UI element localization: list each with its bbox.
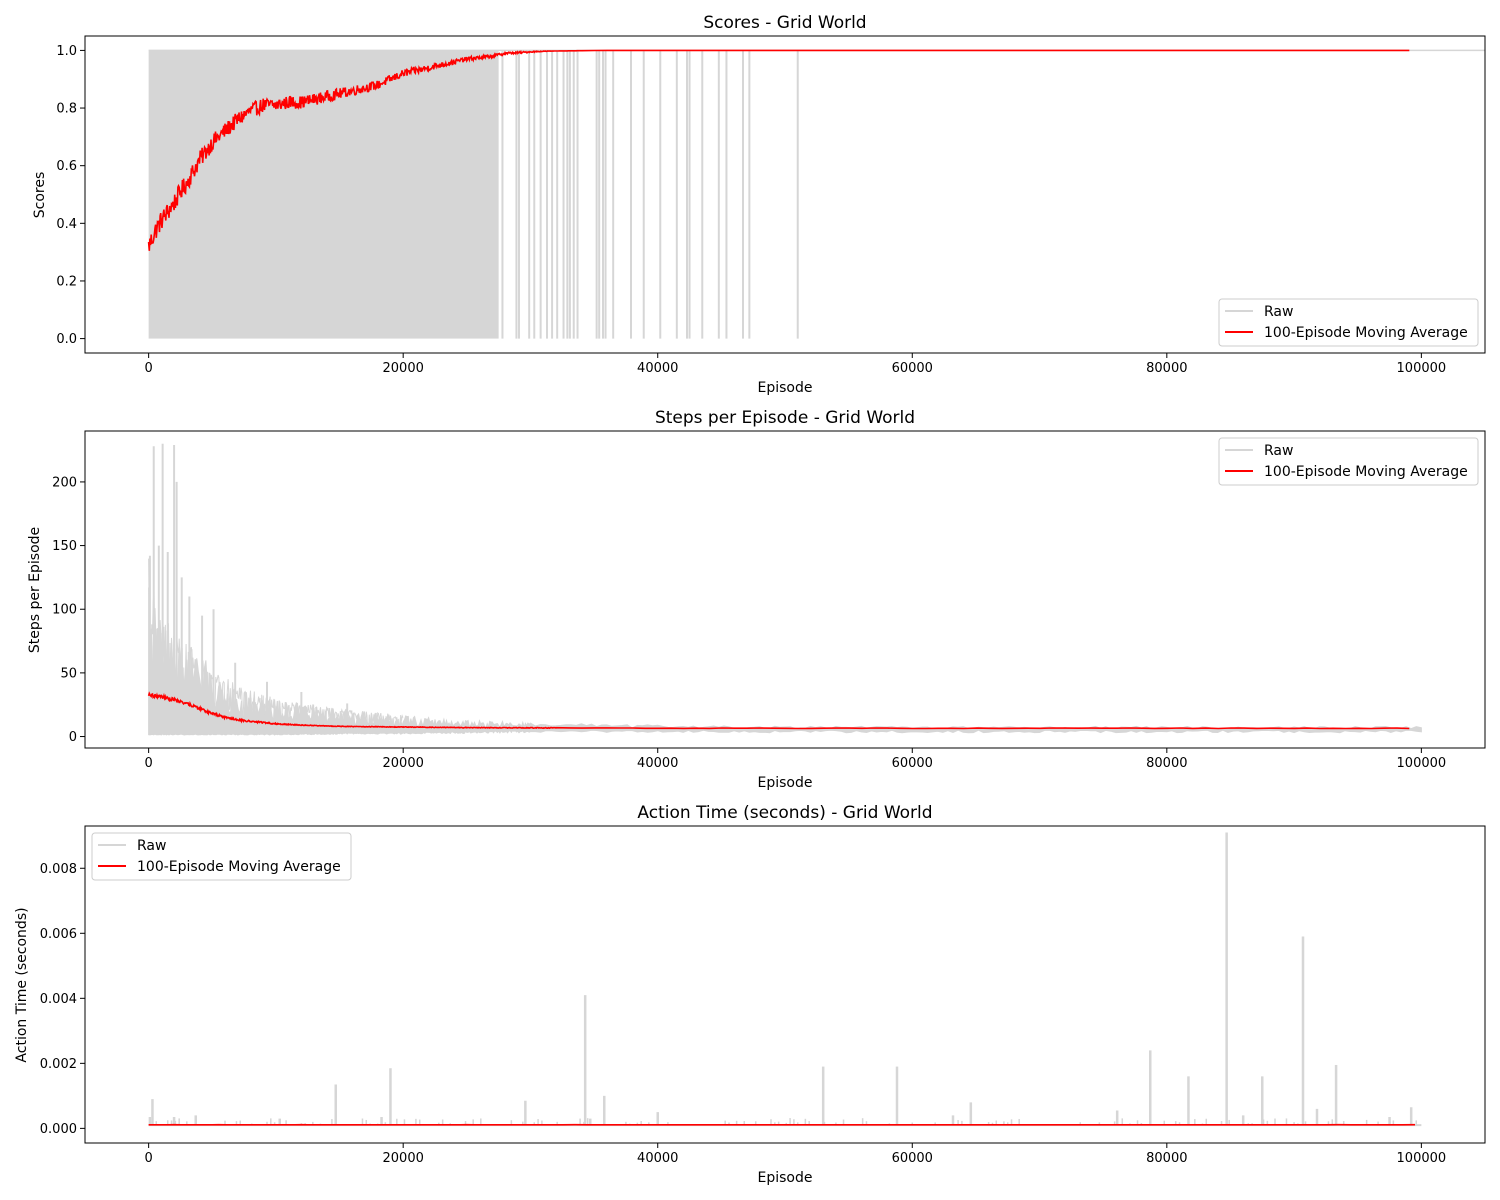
axes-frame (84, 430, 1486, 749)
y-tick-label: 0.006 (40, 927, 77, 942)
y-tick-label: 1.0 (56, 44, 77, 59)
y-tick-label: 50 (60, 666, 77, 681)
legend: Raw 100-Episode Moving Average (1218, 437, 1479, 486)
y-tick-label: 200 (52, 475, 77, 490)
x-tick-label: 20000 (383, 756, 424, 771)
x-tick-label: 60000 (892, 361, 933, 376)
x-tick-label: 100000 (1397, 756, 1447, 771)
legend-average-label: 100-Episode Moving Average (1264, 325, 1468, 341)
x-tick-label: 60000 (892, 1151, 933, 1166)
y-tick-label: 100 (52, 603, 77, 618)
y-axis-label: Steps per Episode (27, 527, 43, 653)
raw-series-band (148, 50, 499, 339)
x-tick-label: 100000 (1397, 1151, 1447, 1166)
x-tick-label: 0 (144, 1151, 152, 1166)
y-axis-label: Scores (32, 172, 48, 219)
x-axis-label: Episode (758, 380, 813, 396)
x-tick-label: 100000 (1397, 361, 1447, 376)
panel-title: Scores - Grid World (703, 13, 866, 33)
legend-raw-label: Raw (1264, 443, 1293, 459)
y-axis-label: Action Time (seconds) (14, 907, 30, 1062)
legend: Raw 100-Episode Moving Average (1218, 298, 1479, 347)
legend: Raw 100-Episode Moving Average (91, 832, 352, 881)
x-tick-label: 80000 (1146, 756, 1187, 771)
y-tick-label: 0.8 (56, 102, 77, 117)
x-tick-label: 80000 (1146, 1151, 1187, 1166)
y-tick-label: 0.002 (40, 1057, 77, 1072)
legend-box (1218, 437, 1479, 486)
x-tick-label: 60000 (892, 756, 933, 771)
moving-average-line (147, 49, 1410, 251)
axes-frame (84, 35, 1486, 354)
plot-area (147, 443, 1422, 736)
y-tick-label: 0.0 (56, 332, 77, 347)
x-axis-label: Episode (758, 1170, 813, 1186)
axes-frame (84, 825, 1486, 1144)
x-tick-label: 20000 (383, 1151, 424, 1166)
legend-average-label: 100-Episode Moving Average (137, 859, 341, 875)
steps-panel: Steps per Episode - Grid World Episode S… (27, 408, 1486, 791)
x-tick-label: 40000 (637, 756, 678, 771)
panel-title: Action Time (seconds) - Grid World (637, 803, 932, 823)
y-tick-label: 0 (69, 730, 77, 745)
y-tick-label: 0.2 (56, 274, 77, 289)
x-tick-label: 20000 (383, 361, 424, 376)
legend-average-label: 100-Episode Moving Average (1264, 464, 1468, 480)
x-tick-label: 40000 (637, 361, 678, 376)
legend-box (1218, 298, 1479, 347)
legend-raw-label: Raw (1264, 304, 1293, 320)
panel-title: Steps per Episode - Grid World (655, 408, 915, 428)
y-tick-label: 0.008 (40, 862, 77, 877)
action-time-panel: Action Time (seconds) - Grid World Episo… (14, 803, 1486, 1186)
x-tick-label: 80000 (1146, 361, 1187, 376)
raw-series-line (148, 558, 404, 734)
legend-raw-label: Raw (137, 838, 166, 854)
x-axis-label: Episode (758, 775, 813, 791)
y-tick-label: 0.004 (40, 992, 77, 1007)
legend-box (91, 832, 352, 881)
plot-area (147, 49, 1485, 339)
scores-panel: Scores - Grid World Episode Scores 0 2000… (32, 13, 1486, 396)
moving-average-line (147, 691, 1410, 730)
y-tick-label: 150 (52, 539, 77, 554)
y-tick-label: 0.000 (40, 1122, 77, 1137)
plot-area (148, 832, 1422, 1127)
y-tick-label: 0.6 (56, 159, 77, 174)
x-tick-label: 40000 (637, 1151, 678, 1166)
x-tick-label: 0 (144, 756, 152, 771)
y-tick-label: 0.4 (56, 217, 77, 232)
x-tick-label: 0 (144, 361, 152, 376)
